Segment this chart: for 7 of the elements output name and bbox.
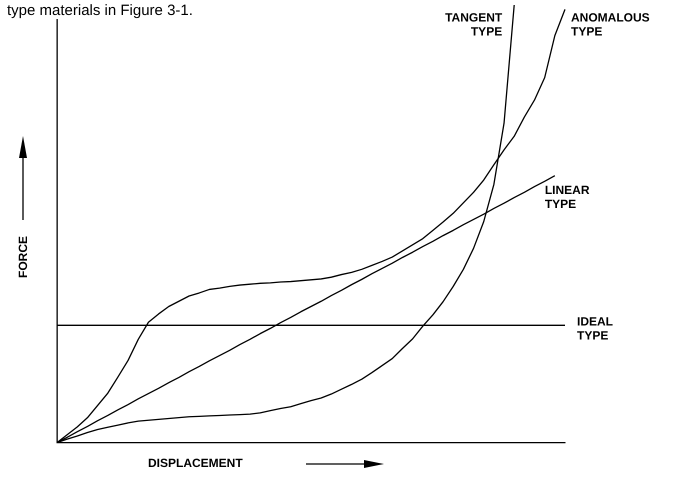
series-label: IDEAL TYPE: [577, 314, 613, 343]
series-label: LINEAR TYPE: [544, 182, 590, 211]
y-axis-title: FORCE: [16, 235, 30, 280]
series-label: TANGENT TYPE: [445, 10, 503, 38]
annotation: type materials in Figure 3-1.: [4, 2, 196, 19]
x-axis-title: DISPLACEMENT: [148, 456, 243, 470]
series-label: ANOMALOUS TYPE: [571, 10, 650, 39]
